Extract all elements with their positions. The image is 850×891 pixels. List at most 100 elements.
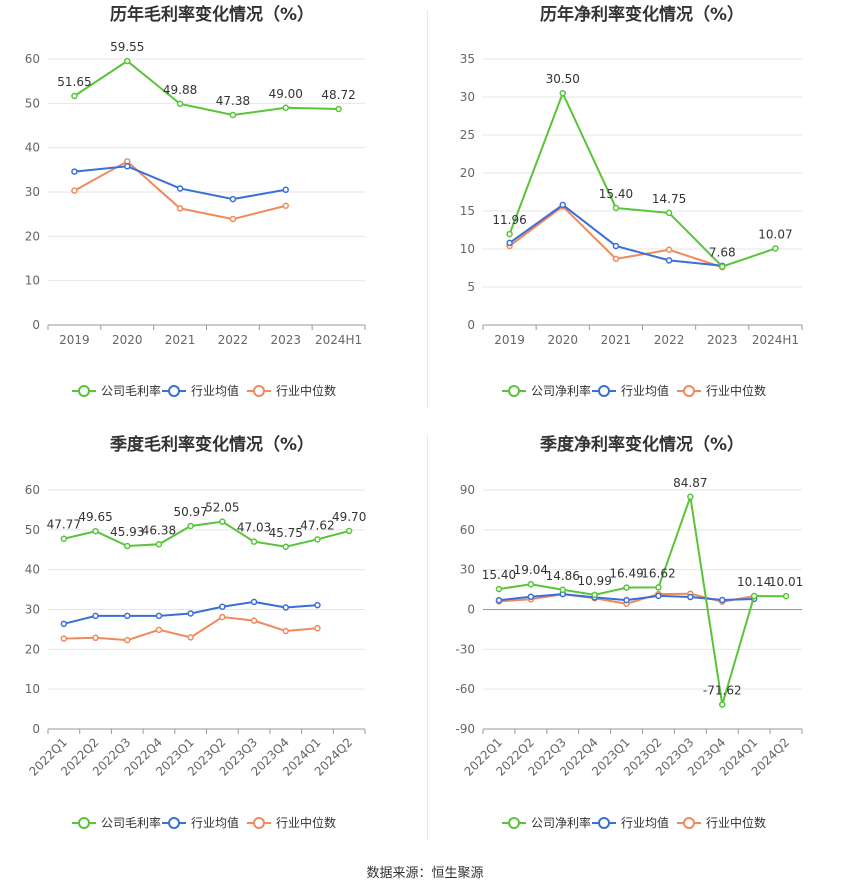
data-label: 45.75 xyxy=(269,526,303,540)
y-tick-label: 30 xyxy=(460,563,475,577)
legend-marker xyxy=(168,385,180,397)
data-point xyxy=(176,100,184,108)
data-label: 30.50 xyxy=(546,72,580,86)
series-line xyxy=(73,59,339,116)
data-point xyxy=(495,585,503,593)
data-point xyxy=(250,617,258,624)
chart-title: 历年毛利率变化情况（%） xyxy=(110,4,314,25)
x-tick-label: 2022 xyxy=(218,333,249,347)
data-point xyxy=(124,163,131,170)
y-tick-label: 20 xyxy=(25,229,40,243)
data-label: 50.97 xyxy=(173,505,207,519)
chart-svg: 历年毛利率变化情况（%） 0 10 20 30 40 50 60 2019 2020 2021 202… xyxy=(25,4,366,398)
data-point xyxy=(623,584,630,591)
data-label: 10.07 xyxy=(758,227,792,241)
data-point xyxy=(527,593,535,601)
data-point xyxy=(559,586,566,594)
legend-label: 行业中位数 xyxy=(276,815,336,830)
y-tick-label: 60 xyxy=(25,483,40,497)
data-point xyxy=(250,538,258,545)
data-point xyxy=(60,620,68,628)
data-point xyxy=(282,604,289,611)
legend-label: 公司净利率 xyxy=(531,815,591,830)
data-label: 49.88 xyxy=(163,83,197,97)
data-point xyxy=(665,209,673,217)
data-point xyxy=(219,613,226,621)
legend-label: 行业均值 xyxy=(191,383,239,398)
series-line xyxy=(74,165,286,201)
data-point xyxy=(219,603,226,610)
legend-item: 行业中位数 xyxy=(677,815,766,830)
legend-label: 公司毛利率 xyxy=(101,383,161,398)
data-point xyxy=(612,204,620,212)
data-point xyxy=(282,186,289,194)
data-label: 11.96 xyxy=(492,213,526,227)
data-point xyxy=(155,612,163,620)
data-label: 49.65 xyxy=(78,510,112,524)
data-label: 59.55 xyxy=(110,40,144,54)
legend-marker xyxy=(683,385,695,397)
data-point xyxy=(527,580,535,588)
y-tick-label: 60 xyxy=(25,52,40,66)
data-point xyxy=(155,541,163,548)
y-tick-label: 50 xyxy=(25,96,40,110)
legend-marker xyxy=(253,817,265,829)
y-tick-label: 30 xyxy=(25,603,40,617)
data-point xyxy=(665,246,673,254)
data-point xyxy=(71,168,78,175)
y-tick-label: 60 xyxy=(460,523,475,537)
data-point xyxy=(314,601,321,609)
data-point xyxy=(612,242,620,250)
data-point xyxy=(314,624,321,632)
legend-label: 行业均值 xyxy=(621,815,669,830)
data-label: -71.62 xyxy=(703,684,742,698)
data-label: 47.62 xyxy=(300,518,334,532)
data-point xyxy=(495,596,503,604)
legend-marker xyxy=(508,817,520,829)
data-point xyxy=(187,522,194,530)
legend-item: 行业中位数 xyxy=(247,383,336,398)
data-point xyxy=(506,230,513,238)
legend-marker xyxy=(78,385,90,397)
panel-divider xyxy=(427,435,428,840)
y-tick-label: -60 xyxy=(455,682,475,696)
data-label: 15.40 xyxy=(482,568,516,582)
data-point xyxy=(612,255,620,263)
data-label: 14.75 xyxy=(652,192,686,206)
y-tick-label: 30 xyxy=(25,185,40,199)
data-point xyxy=(187,610,194,617)
data-point xyxy=(750,592,758,600)
chart-annual-net-margin: 历年净利率变化情况（%） 0 5 10 15 20 25 30 35 2019 2020 2021 20… xyxy=(430,0,850,430)
legend-marker xyxy=(253,385,265,397)
x-tick-label: 2019 xyxy=(494,333,525,347)
data-point xyxy=(282,104,289,112)
series-line xyxy=(508,90,776,268)
legend-label: 行业中位数 xyxy=(706,383,766,398)
data-point xyxy=(187,634,194,641)
data-label: 19.04 xyxy=(514,563,548,577)
y-tick-label: 0 xyxy=(467,603,475,617)
legend-item: 行业均值 xyxy=(592,815,669,830)
data-label: 10.01 xyxy=(769,575,803,589)
data-point xyxy=(92,527,99,535)
y-tick-label: 10 xyxy=(460,242,475,256)
data-label: 49.00 xyxy=(269,87,303,101)
y-tick-label: 35 xyxy=(460,52,475,66)
data-point xyxy=(559,89,566,97)
data-point xyxy=(229,195,237,203)
data-label: 47.38 xyxy=(216,94,250,108)
data-label: 49.70 xyxy=(332,510,366,524)
legend-label: 行业中位数 xyxy=(706,815,766,830)
data-label: 16.49 xyxy=(609,567,643,581)
x-tick-label: 2021 xyxy=(601,333,632,347)
data-point xyxy=(345,527,353,535)
x-tick-label: 2020 xyxy=(112,333,143,347)
y-tick-label: 20 xyxy=(25,642,40,656)
data-point xyxy=(559,201,566,209)
data-point xyxy=(314,536,321,543)
data-label: 52.05 xyxy=(205,501,239,515)
data-point xyxy=(282,543,289,551)
data-point xyxy=(282,202,289,209)
data-point xyxy=(719,596,726,604)
data-point xyxy=(591,591,598,599)
